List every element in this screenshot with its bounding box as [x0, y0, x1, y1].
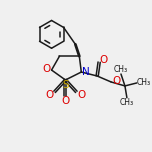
Text: S: S — [62, 80, 69, 90]
Text: O: O — [112, 76, 120, 86]
Text: O: O — [61, 96, 70, 106]
Text: O: O — [99, 55, 107, 65]
Text: CH₃: CH₃ — [137, 78, 151, 87]
Text: CH₃: CH₃ — [120, 98, 134, 107]
Text: O: O — [77, 90, 85, 100]
Text: O: O — [45, 90, 54, 100]
Text: O: O — [42, 64, 51, 74]
Text: CH₃: CH₃ — [114, 65, 128, 74]
Text: N: N — [82, 67, 90, 77]
